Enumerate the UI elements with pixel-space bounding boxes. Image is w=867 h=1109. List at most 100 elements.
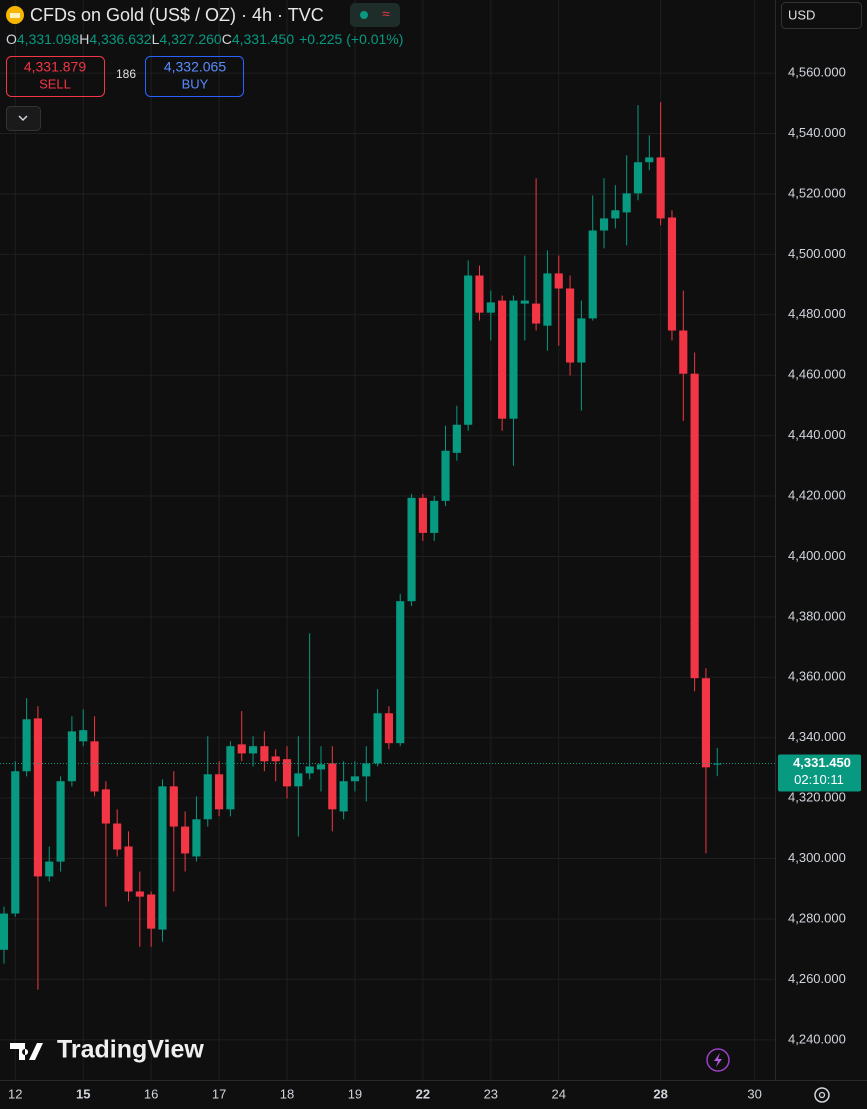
y-tick-label: 4,380.000 — [788, 608, 846, 623]
candle-body — [532, 303, 541, 324]
spread: 186 — [116, 67, 136, 81]
candle-body — [407, 497, 416, 602]
y-tick-label: 4,540.000 — [788, 125, 846, 140]
chevron-icon — [18, 115, 28, 122]
candle-body — [158, 786, 167, 930]
legend-open: 4,331.098 — [17, 31, 79, 47]
candle-body — [215, 774, 224, 810]
candle-body — [396, 601, 405, 744]
grid — [0, 0, 775, 1080]
candle-body — [181, 826, 190, 854]
last-price-label: 4,331.450 — [793, 755, 851, 770]
candle-body — [599, 218, 609, 231]
lightning-icon — [714, 1053, 722, 1067]
axes: 4,240.000 4,260.000 4,280.000 4,300.000 4,32… — [8, 65, 861, 1101]
x-tick-label: 16 — [144, 1086, 158, 1101]
x-tick-label: 19 — [348, 1086, 362, 1101]
x-tick-label: 17 — [212, 1086, 226, 1101]
candle-body — [260, 746, 269, 762]
currency-button[interactable] — [781, 2, 862, 29]
sell-button[interactable] — [6, 56, 105, 97]
y-tick-label: 4,340.000 — [788, 729, 846, 744]
candle-body — [656, 157, 665, 219]
buy-price[interactable]: 4,332.065 — [164, 59, 226, 75]
y-tick-label: 4,320.000 — [788, 790, 846, 805]
x-tick-label: 18 — [280, 1086, 294, 1101]
candle-body — [0, 913, 9, 950]
buy-label[interactable]: BUY — [182, 76, 209, 91]
symbol-icon — [10, 13, 20, 18]
settings-icon — [818, 1091, 826, 1099]
y-tick-label: 4,440.000 — [788, 427, 846, 442]
candle-body — [45, 861, 54, 877]
legend-o: O — [6, 31, 17, 47]
candle-body — [147, 894, 156, 929]
legend-c: C — [222, 31, 232, 47]
last-price-box — [778, 754, 861, 792]
y-tick-label: 4,240.000 — [788, 1031, 846, 1046]
buy-button[interactable] — [145, 56, 244, 97]
chart-title: CFDs on Gold (US$ / OZ) · 4h · TVC — [30, 5, 324, 25]
legend-close: 4,331.450 — [232, 31, 294, 47]
candle-body — [101, 789, 110, 824]
countdown: 02:10:11 — [794, 772, 844, 787]
candle-body — [248, 746, 258, 754]
y-tick-label: 4,560.000 — [788, 65, 846, 80]
legend-high: 4,336.632 — [89, 31, 151, 47]
candle-body — [328, 763, 337, 810]
candle-body — [690, 373, 699, 679]
candle-body — [33, 718, 43, 877]
lightning-button[interactable] — [706, 1048, 730, 1072]
sell-label[interactable]: SELL — [39, 76, 71, 91]
y-tick-label: 4,360.000 — [788, 669, 846, 684]
y-tick-label: 4,520.000 — [788, 185, 846, 200]
candle-body — [611, 210, 620, 219]
candle-body — [113, 823, 122, 850]
candle-body — [11, 771, 20, 914]
candles — [0, 102, 775, 990]
x-tick-label: 28 — [653, 1086, 667, 1101]
candle-body — [350, 776, 360, 782]
x-tick-label: 24 — [552, 1086, 566, 1101]
settings-button[interactable] — [814, 1087, 830, 1103]
candle-body — [56, 781, 65, 862]
candle-body — [430, 500, 439, 533]
y-tick-label: 4,420.000 — [788, 487, 846, 502]
legend-l: L — [152, 31, 160, 47]
candle-body — [79, 730, 88, 742]
sell-price[interactable]: 4,331.879 — [24, 59, 86, 75]
y-tick-label: 4,260.000 — [788, 971, 846, 986]
legend-change: +0.225 (+0.01%) — [299, 31, 403, 47]
candle-body — [282, 759, 292, 787]
candle-body — [565, 288, 575, 363]
y-tick-label: 4,400.000 — [788, 548, 846, 563]
status-dot — [360, 11, 368, 19]
candle-body — [679, 330, 688, 374]
ohlc-legend: O4,331.098H4,336.632L4,327.260C4,331.450… — [6, 31, 403, 47]
candle-body — [169, 786, 178, 827]
candle-body — [622, 193, 631, 213]
candle-body — [554, 273, 563, 289]
candle-body — [135, 891, 144, 897]
candle-body — [464, 275, 473, 425]
candle-body — [124, 846, 133, 892]
currency[interactable]: USD — [788, 7, 815, 22]
status-icon: ≈ — [382, 6, 390, 22]
x-tick-label: 23 — [484, 1086, 498, 1101]
candle-body — [67, 731, 76, 782]
candle-body — [713, 763, 722, 765]
x-tick-label: 30 — [747, 1086, 761, 1101]
candle-body — [543, 273, 552, 326]
candle-body — [316, 764, 326, 770]
candle-body — [294, 773, 303, 787]
candle-body — [237, 744, 246, 754]
x-tick-label: 22 — [416, 1086, 430, 1101]
y-tick-label: 4,460.000 — [788, 367, 846, 382]
candle-body — [192, 819, 201, 857]
candle-body — [475, 275, 484, 313]
candle-body — [667, 217, 677, 331]
y-tick-label: 4,300.000 — [788, 850, 846, 865]
candle-body — [418, 497, 427, 533]
candle-body — [90, 741, 99, 792]
